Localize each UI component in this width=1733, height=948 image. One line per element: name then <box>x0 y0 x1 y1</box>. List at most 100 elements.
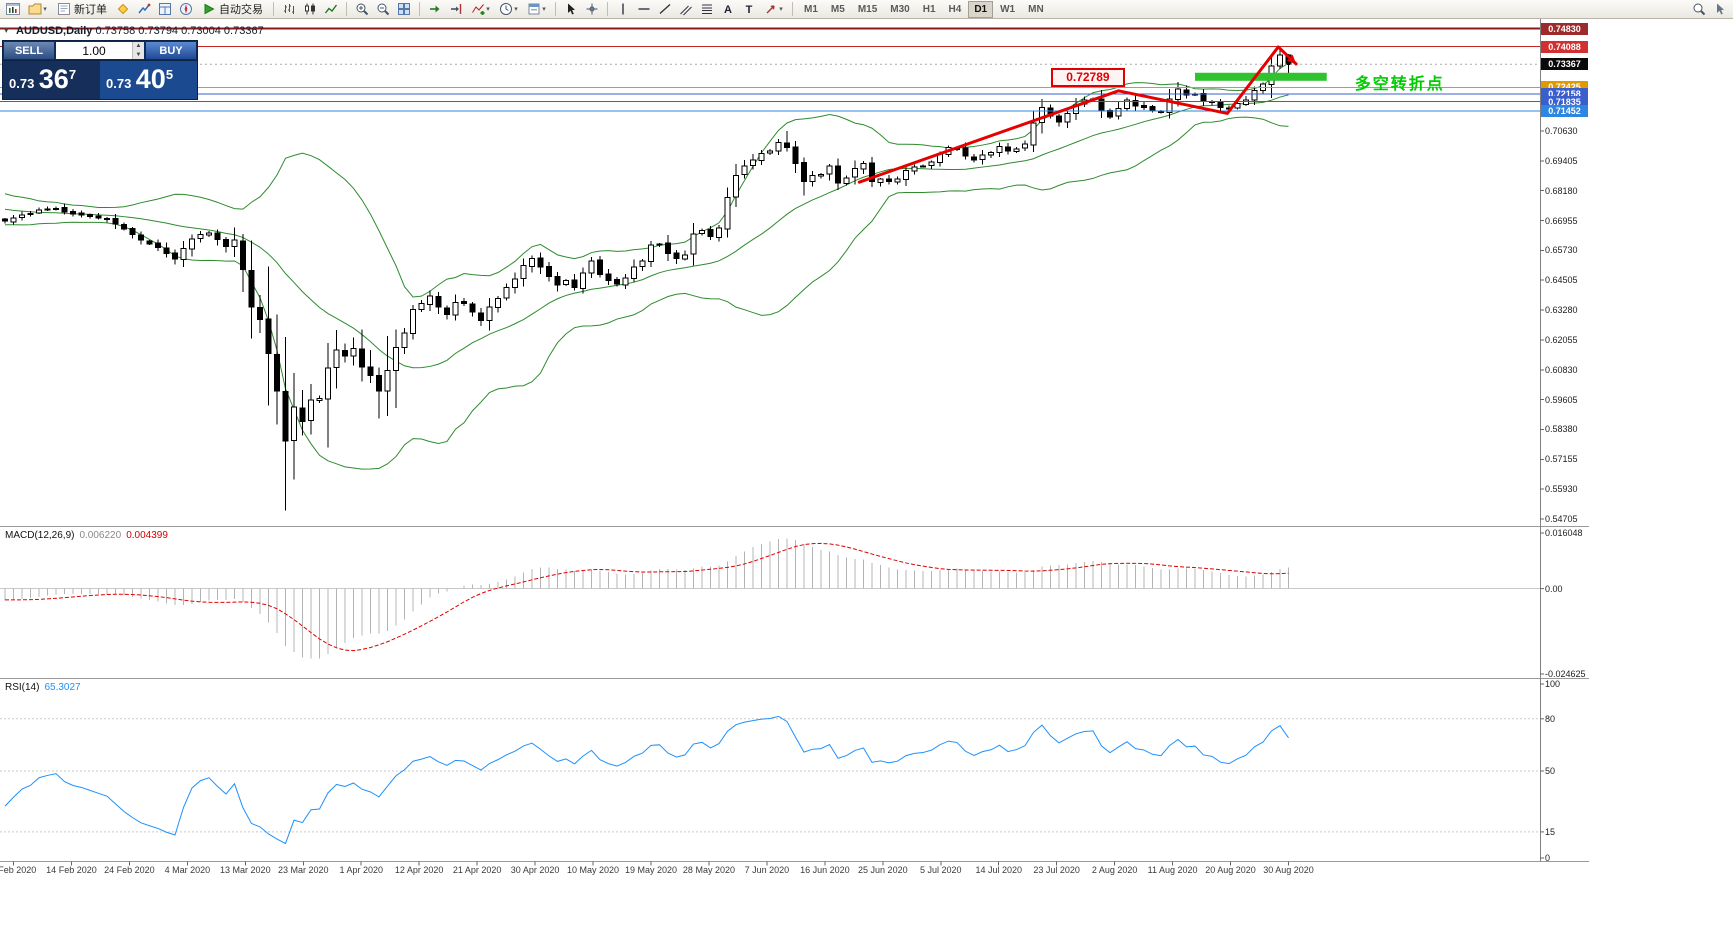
search-icon[interactable] <box>1689 1 1709 18</box>
turning-point-zone-rect[interactable] <box>1195 72 1327 81</box>
chevron-down-icon: ▾ <box>779 6 783 13</box>
timeframe-h1-button[interactable]: H1 <box>922 3 936 15</box>
rsi-line <box>4 715 1289 845</box>
timeframe-w1-button[interactable]: W1 <box>1000 3 1016 15</box>
rsi-name: RSI(14) <box>5 682 40 693</box>
trendline-icon[interactable] <box>655 1 675 18</box>
rsi-axis-label: 80 <box>1545 713 1556 724</box>
price-axis-label: 0.55930 <box>1545 484 1578 495</box>
timeframe-mn-button[interactable]: MN <box>1028 3 1044 15</box>
timeframe-d1-button[interactable]: D1 <box>968 0 994 18</box>
spin-up-icon[interactable]: ▲ <box>135 43 142 49</box>
turning-point-label[interactable]: 多空转折点 <box>1354 74 1445 94</box>
chart-symbol-info: AUDUSD,Daily 0.73758 0.73794 0.73004 0.7… <box>16 25 264 37</box>
trend-arrowhead <box>1286 54 1297 64</box>
time-axis-label: 11 Aug 2020 <box>1147 865 1198 875</box>
bollinger-middle-band[interactable] <box>4 94 1289 369</box>
fibonacci-icon[interactable] <box>697 1 717 18</box>
time-axis-label: 5 Jul 2020 <box>919 865 962 875</box>
svg-text:A: A <box>724 4 732 16</box>
volume-field-wrap: ▲ ▼ <box>55 41 145 60</box>
price-axis-label: 0.63280 <box>1545 305 1578 316</box>
autotrading-button[interactable]: 自动交易 <box>197 1 268 18</box>
line-chart-icon[interactable] <box>321 1 341 18</box>
new-order-button[interactable]: 新订单 <box>52 1 112 18</box>
trade-panel-controls: SELL ▲ ▼ BUY <box>3 41 197 61</box>
time-axis-label: 30 Aug 2020 <box>1263 865 1314 875</box>
svg-text:T: T <box>746 4 753 16</box>
zoom-in-icon[interactable] <box>352 1 372 18</box>
macd-axis-label: 0.00 <box>1545 583 1563 594</box>
toolbar-separator <box>346 2 347 16</box>
one-click-trading-panel: SELL ▲ ▼ BUY 0.73 367 0.73 405 <box>2 40 198 100</box>
profiles-icon[interactable]: ▾ <box>24 1 51 18</box>
one-click-panel-toggle-icon[interactable]: ▾ <box>4 25 9 35</box>
current-price-tag: 0.73367 <box>1541 58 1588 71</box>
toolbar-separator <box>273 2 274 16</box>
indicators-icon[interactable]: ▾ <box>467 1 494 18</box>
buy-button[interactable]: BUY <box>145 41 197 60</box>
timeframe-h4-button[interactable]: H4 <box>948 3 962 15</box>
text-icon[interactable]: A <box>718 1 738 18</box>
time-axis-label: 19 May 2020 <box>624 865 678 875</box>
buy-price-prefix: 0.73 <box>106 76 132 91</box>
price-annotation-flag[interactable]: 0.72789 <box>1050 68 1125 88</box>
equidistant-channel-icon[interactable] <box>676 1 696 18</box>
timeframe-m5-button[interactable]: M5 <box>830 3 845 15</box>
buy-price-sup: 5 <box>165 67 174 82</box>
cursor-icon[interactable] <box>561 1 581 18</box>
time-axis-label: 25 Jun 2020 <box>858 865 908 875</box>
bar-chart-icon[interactable] <box>279 1 299 18</box>
timeframe-m1-button[interactable]: M1 <box>804 3 818 15</box>
horizontal-line-icon[interactable] <box>634 1 654 18</box>
sell-price-quote[interactable]: 0.73 36 7 <box>3 61 100 99</box>
price-level-tag: 0.71452 <box>1541 104 1588 117</box>
macd-main-value: 0.006220 <box>79 530 122 541</box>
rsi-axis-label: 0 <box>1545 853 1551 863</box>
sell-price-sup: 7 <box>68 67 77 82</box>
time-axis-label: 13 Mar 2020 <box>220 865 271 875</box>
chevron-down-icon: ▾ <box>43 6 47 13</box>
sell-price-big: 36 <box>38 64 69 94</box>
candlesticks <box>2 46 1292 511</box>
price-axis-label: 0.54705 <box>1545 514 1578 525</box>
chart-shift-icon[interactable] <box>446 1 466 18</box>
timeframe-m15-button[interactable]: M15 <box>857 3 878 15</box>
time-axis-label: 20 Aug 2020 <box>1205 865 1256 875</box>
main-toolbar: ▾ 新订单 自动交易 ▾ ▾ ▾ A T ▾ M1 M5 M15 M30 H1 H4 D1 W1 MN <box>0 0 1733 19</box>
volume-spinner[interactable]: ▲ ▼ <box>132 42 144 59</box>
macd-signal-line <box>4 542 1289 652</box>
volume-input[interactable] <box>56 42 144 59</box>
crosshair-icon[interactable] <box>582 1 602 18</box>
new-chart-icon[interactable] <box>3 1 23 18</box>
macd-name: MACD(12,26,9) <box>5 530 75 541</box>
templates-icon[interactable]: ▾ <box>523 1 550 18</box>
auto-scroll-icon[interactable] <box>425 1 445 18</box>
zoom-out-icon[interactable] <box>373 1 393 18</box>
arrows-icon[interactable]: ▾ <box>760 1 787 18</box>
time-axis-label: 28 May 2020 <box>682 865 735 875</box>
text-label-icon[interactable]: T <box>739 1 759 18</box>
buy-price-quote[interactable]: 0.73 40 5 <box>100 61 197 99</box>
timeframe-m30-button[interactable]: M30 <box>890 3 910 15</box>
pointer-icon[interactable] <box>1710 1 1730 18</box>
sell-button[interactable]: SELL <box>3 41 55 60</box>
periods-icon[interactable]: ▾ <box>495 1 522 18</box>
price-level-tag: 0.74830 <box>1541 22 1588 35</box>
data-window-icon[interactable] <box>155 1 175 18</box>
trend-arrow-line[interactable] <box>857 45 1298 184</box>
vertical-line-icon[interactable] <box>613 1 633 18</box>
macd-signal-value: 0.004399 <box>126 530 168 541</box>
price-axis-label: 0.69405 <box>1545 155 1578 166</box>
buy-price-big: 40 <box>135 64 166 94</box>
rsi-indicator-label: RSI(14) 65.3027 <box>5 682 81 693</box>
trade-panel-quotes: 0.73 36 7 0.73 40 5 <box>3 61 197 99</box>
spin-down-icon[interactable]: ▼ <box>135 52 142 58</box>
bollinger-lower-band[interactable] <box>4 116 1289 470</box>
candlestick-chart-icon[interactable] <box>300 1 320 18</box>
navigator-icon[interactable] <box>176 1 196 18</box>
metaeditor-icon[interactable] <box>113 1 133 18</box>
bollinger-upper-band[interactable] <box>4 62 1289 298</box>
tile-windows-icon[interactable] <box>394 1 414 18</box>
market-watch-icon[interactable] <box>134 1 154 18</box>
